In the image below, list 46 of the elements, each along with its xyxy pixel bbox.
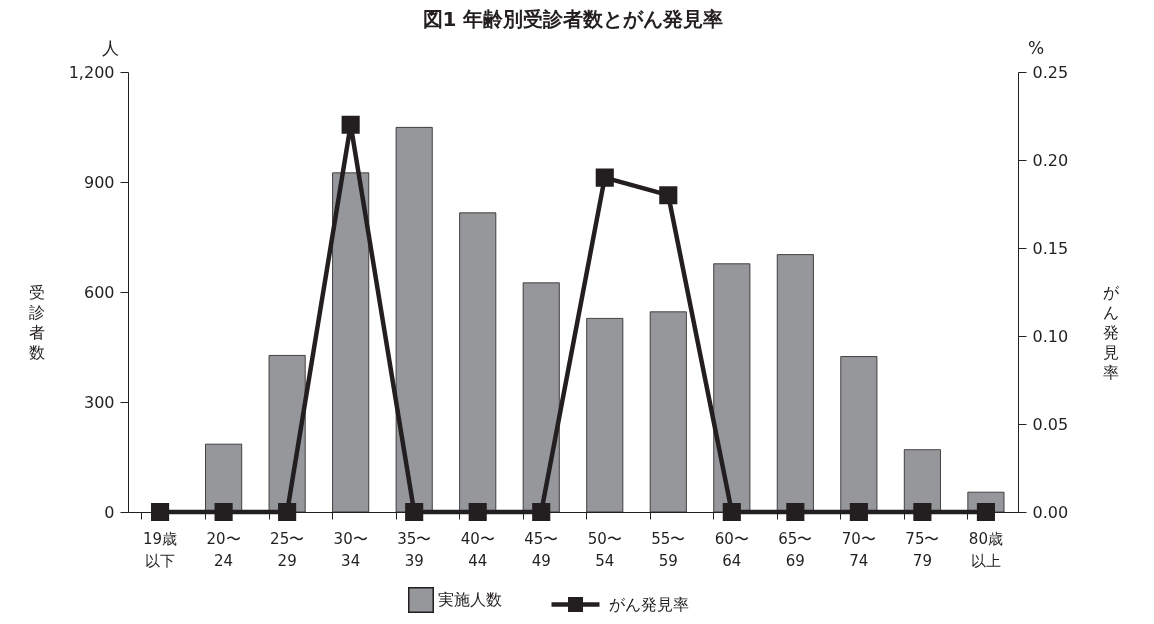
y-axis-title: 受診者数 [28, 282, 45, 362]
x-tick-label: 60〜64 [714, 529, 749, 570]
y2-tick-label: 0.15 [1032, 238, 1069, 258]
y2-tick-label: 0.10 [1032, 326, 1069, 346]
point [659, 186, 678, 205]
x-tick-label: 50〜54 [587, 529, 622, 570]
y2-tick-label: 0.25 [1032, 62, 1069, 82]
point [786, 502, 805, 522]
point [722, 502, 741, 522]
y-tick-label: 0 [104, 502, 115, 522]
point [341, 115, 360, 134]
x-tick-label: 35〜39 [397, 529, 432, 570]
y2-axis-title: がん発見率 [1102, 282, 1120, 382]
x-tick-label: 80歳以上 [968, 529, 1003, 570]
point [595, 168, 614, 187]
x-tick-label: 75〜79 [905, 529, 940, 570]
y2-tick-label: 0.00 [1032, 502, 1069, 522]
point [405, 502, 424, 522]
text: 人 [101, 38, 119, 58]
x-tick-label: 30〜34 [333, 529, 368, 570]
x-tick-label: 45〜49 [524, 529, 559, 570]
y-tick-label: 1,200 [68, 62, 115, 82]
x-tick-label: 40〜44 [460, 529, 495, 570]
point [214, 502, 233, 522]
x-tick-label: 70〜74 [841, 529, 876, 570]
y-tick-label: 900 [83, 172, 115, 192]
x-tick-label: 25〜29 [270, 529, 305, 570]
point [976, 502, 995, 522]
text: % [1027, 38, 1045, 58]
legend-label: 実施人数 [438, 590, 502, 609]
x-tick-label: 20〜24 [206, 529, 241, 570]
point [913, 502, 932, 522]
point [468, 502, 487, 522]
chart-title: 図1 年齢別受診者数とがん発見率 [422, 7, 724, 31]
point [278, 502, 297, 522]
x-tick-label: 19歳以下 [143, 529, 178, 570]
y-tick-label: 300 [83, 392, 115, 412]
legend-label: がん発見率 [609, 594, 689, 614]
y2-tick-label: 0.05 [1032, 414, 1069, 434]
x-tick-label: 65〜69 [778, 529, 813, 570]
y2-tick-label: 0.20 [1032, 150, 1069, 170]
point [849, 502, 868, 522]
point [151, 502, 170, 522]
point [532, 502, 551, 522]
y-tick-label: 600 [83, 282, 115, 302]
x-tick-label: 55〜59 [651, 529, 686, 570]
